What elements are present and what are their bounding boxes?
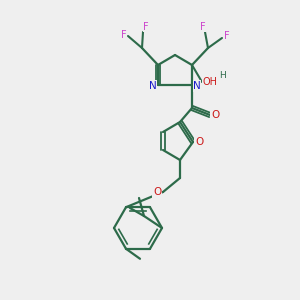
Text: O: O xyxy=(195,137,203,147)
Text: N: N xyxy=(193,81,201,91)
Text: O: O xyxy=(211,110,219,120)
Text: F: F xyxy=(121,30,127,40)
Text: OH: OH xyxy=(202,77,217,87)
Text: F: F xyxy=(200,22,206,32)
Text: F: F xyxy=(143,22,149,32)
Text: H: H xyxy=(219,70,225,80)
Text: N: N xyxy=(149,81,157,91)
Text: F: F xyxy=(224,31,230,41)
Text: O: O xyxy=(153,187,161,197)
